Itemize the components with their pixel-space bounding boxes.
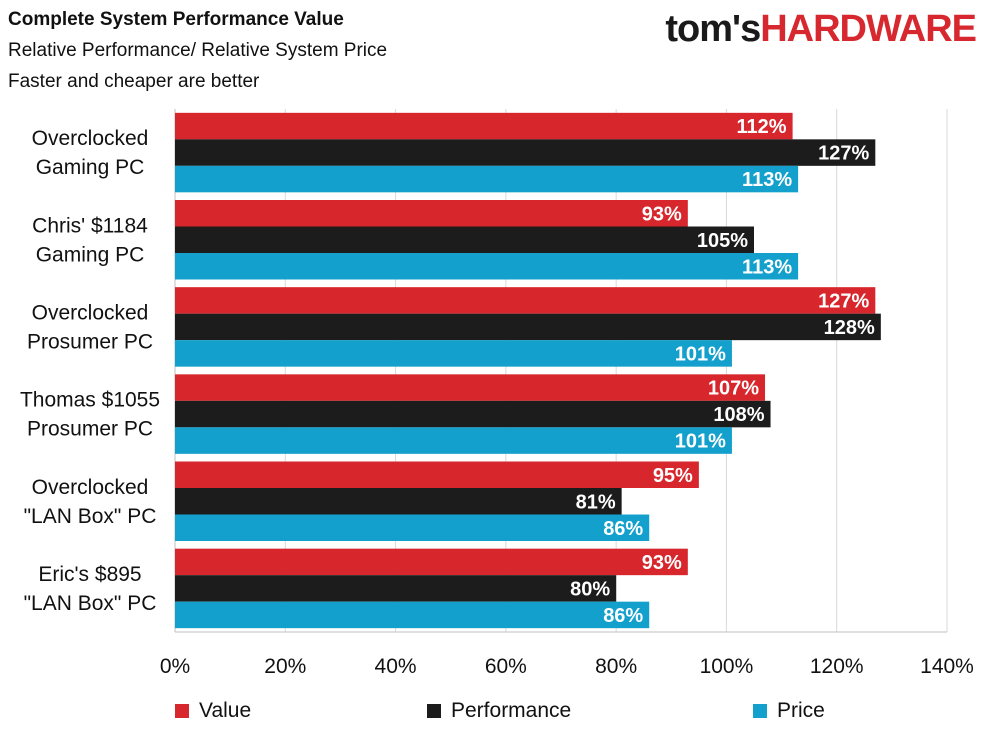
category-label: Gaming PC <box>36 156 145 179</box>
bar-price <box>175 253 799 280</box>
chart-legend: Value Performance Price <box>0 699 990 727</box>
legend-label: Price <box>777 699 825 722</box>
x-tick-label: 40% <box>375 655 417 678</box>
bar-value <box>175 287 876 314</box>
data-label: 112% <box>737 116 787 138</box>
data-label: 113% <box>742 256 792 278</box>
bar-value <box>175 548 688 576</box>
category-label: Overclocked <box>32 476 149 499</box>
category-label: Overclocked <box>32 127 149 150</box>
data-label: 93% <box>642 203 682 225</box>
data-label: 80% <box>570 578 610 600</box>
logo-part-toms: tom's <box>665 8 761 50</box>
legend-label: Performance <box>451 699 572 722</box>
data-label: 81% <box>576 491 616 513</box>
category-label: Eric's $895 <box>38 563 141 586</box>
chart-subtitle: Relative Performance/ Relative System Pr… <box>8 40 388 61</box>
toms-hardware-logo: tom'sHARDWARE <box>665 8 977 51</box>
data-label: 127% <box>818 290 869 312</box>
x-tick-label: 60% <box>485 655 527 678</box>
category-label: Chris' $1184 <box>32 214 148 237</box>
data-label: 101% <box>675 343 726 365</box>
category-label: Prosumer PC <box>27 330 153 353</box>
bar-value <box>175 374 766 401</box>
chart-title: Complete System Performance Value <box>8 9 344 30</box>
data-label: 113% <box>742 169 792 191</box>
bar-value <box>175 461 699 488</box>
bar-price <box>175 427 732 454</box>
x-tick-label: 100% <box>700 655 754 678</box>
category-label: "LAN Box" PC <box>24 592 157 615</box>
logo-part-hardware: HARDWARE <box>760 8 977 50</box>
legend-swatch <box>427 704 441 718</box>
data-label: 86% <box>603 605 643 627</box>
x-tick-label: 140% <box>920 655 974 678</box>
x-tick-label: 80% <box>595 655 637 678</box>
data-label: 105% <box>697 230 748 252</box>
data-label: 127% <box>818 143 869 165</box>
bar-price <box>175 601 650 629</box>
bar-performance <box>175 575 617 602</box>
chart-note: Faster and cheaper are better <box>8 71 260 92</box>
category-label: "LAN Box" PC <box>24 505 157 528</box>
bar-performance <box>175 488 622 515</box>
bar-performance <box>175 313 881 341</box>
category-label: Gaming PC <box>36 243 145 266</box>
data-label: 108% <box>713 404 764 426</box>
bar-price <box>175 514 650 541</box>
x-tick-label: 120% <box>810 655 864 678</box>
bar-performance <box>175 139 876 166</box>
category-label: Thomas $1055 <box>20 389 160 412</box>
category-label: Overclocked <box>32 301 149 324</box>
bar-price <box>175 165 799 193</box>
data-label: 107% <box>708 378 759 400</box>
data-label: 128% <box>824 317 875 339</box>
bar-performance <box>175 226 754 253</box>
x-tick-label: 0% <box>160 655 190 678</box>
bar-value <box>175 200 688 227</box>
data-label: 86% <box>603 518 643 540</box>
bar-value <box>175 112 793 140</box>
x-tick-label: 20% <box>264 655 306 678</box>
data-label: 95% <box>653 465 693 487</box>
data-label: 101% <box>675 431 726 453</box>
legend-label: Value <box>199 699 252 722</box>
data-label: 93% <box>642 552 682 574</box>
bar-price <box>175 340 732 367</box>
bar-performance <box>175 400 771 428</box>
legend-item-performance: Performance <box>427 699 571 723</box>
legend-swatch <box>753 704 767 718</box>
legend-swatch <box>175 704 189 718</box>
legend-item-price: Price <box>753 699 825 723</box>
legend-item-value: Value <box>175 699 251 723</box>
category-label: Prosumer PC <box>27 418 153 441</box>
